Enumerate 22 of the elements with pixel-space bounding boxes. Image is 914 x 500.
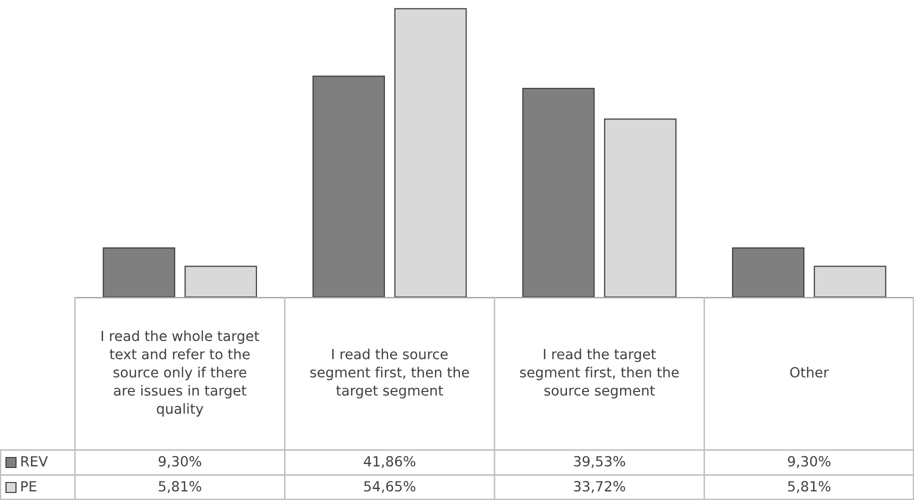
data-label: 39,53% (574, 456, 626, 468)
bar (394, 8, 467, 297)
x-tick-label: Other (790, 366, 829, 378)
bar (312, 76, 385, 297)
bar (522, 88, 595, 297)
data-label: 9,30% (788, 456, 830, 468)
bar (102, 247, 176, 297)
bar (184, 266, 257, 297)
bar (814, 266, 886, 297)
data-label: 5,81% (788, 481, 830, 493)
legend-label: REV (21, 456, 48, 466)
data-label: 5,81% (158, 481, 202, 493)
data-label: 41,86% (364, 456, 416, 468)
bar (732, 247, 804, 297)
data-label: 9,30% (158, 456, 202, 468)
x-tick-label: I read the target segment first, then the source segment (520, 348, 679, 398)
x-tick-label: I read the whole target text and refer to the source only if there are issues in target quality (102, 330, 260, 417)
bar (604, 118, 676, 297)
data-label: 54,65% (364, 481, 416, 493)
x-tick-label: I read the source segment first, then the target segment (310, 348, 469, 398)
legend-label: PE (21, 481, 36, 492)
data-label: 33,72% (574, 481, 626, 493)
